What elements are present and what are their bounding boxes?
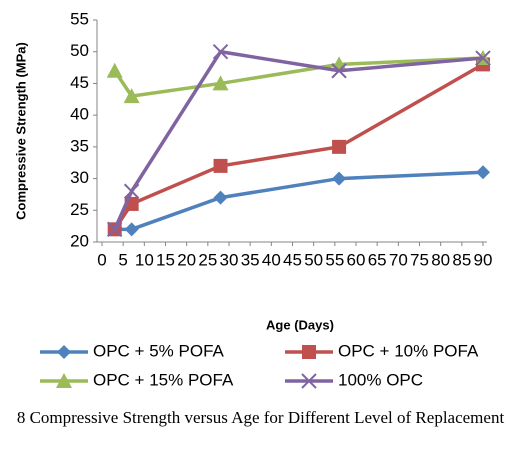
data-point (123, 88, 140, 104)
x-tick-label: 25 (198, 250, 217, 269)
legend-label: OPC + 5% POFA (93, 341, 225, 360)
legend-label: 100% OPC (338, 370, 423, 389)
y-tick-label: 40 (70, 105, 89, 124)
caption: 8 Compressive Strength versus Age for Di… (16, 408, 505, 427)
x-tick-label: 20 (177, 250, 196, 269)
x-tick-label: 70 (389, 250, 408, 269)
data-point (331, 63, 347, 79)
data-point (124, 222, 139, 237)
data-point (106, 221, 123, 238)
x-tick-label: 55 (325, 250, 344, 269)
y-tick-label: 35 (70, 136, 89, 155)
data-point (475, 50, 491, 66)
x-tick-label: 85 (452, 250, 471, 269)
y-tick-label: 55 (70, 9, 89, 28)
x-tick-label: 40 (262, 250, 281, 269)
data-point (123, 183, 140, 199)
x-tick-label: 50 (304, 250, 323, 269)
x-tick-label: 0 (97, 250, 106, 269)
x-tick-label: 65 (368, 250, 387, 269)
data-point (332, 139, 347, 154)
series-line (114, 170, 484, 232)
legend-marker (302, 345, 316, 359)
x-tick-label: 5 (118, 250, 127, 269)
series-line (113, 49, 484, 231)
x-tick-label: 80 (431, 250, 450, 269)
x-tick-label: 45 (283, 250, 302, 269)
x-tick-label: 10 (135, 250, 154, 269)
x-axis-title: Age (Days) (266, 317, 334, 332)
data-point (106, 62, 123, 78)
x-tick-label: 90 (474, 250, 493, 269)
legend-marker (57, 345, 71, 359)
y-tick-label: 20 (70, 231, 89, 250)
data-point (213, 158, 228, 173)
legend-label: OPC + 15% POFA (93, 370, 234, 389)
data-point (476, 165, 490, 180)
x-tick-label: 15 (156, 250, 175, 269)
chart: Compressive Strength (MPa) Age (Days) 20… (13, 9, 493, 389)
legend-marker (56, 373, 72, 388)
x-tick-label: 30 (220, 250, 239, 269)
data-point (213, 190, 228, 205)
legend-marker (301, 373, 317, 389)
legend-label: OPC + 10% POFA (338, 341, 479, 360)
data-point (212, 75, 229, 91)
x-tick-label: 35 (241, 250, 260, 269)
y-axis-title: Compressive Strength (MPa) (13, 42, 28, 220)
y-tick-label: 50 (70, 41, 89, 60)
data-point (332, 171, 347, 186)
y-tick-label: 25 (70, 200, 89, 219)
y-tick-label: 45 (70, 73, 89, 92)
data-point (212, 44, 229, 60)
x-tick-label: 60 (347, 250, 366, 269)
x-tick-label: 75 (410, 250, 429, 269)
y-tick-label: 30 (70, 168, 89, 187)
